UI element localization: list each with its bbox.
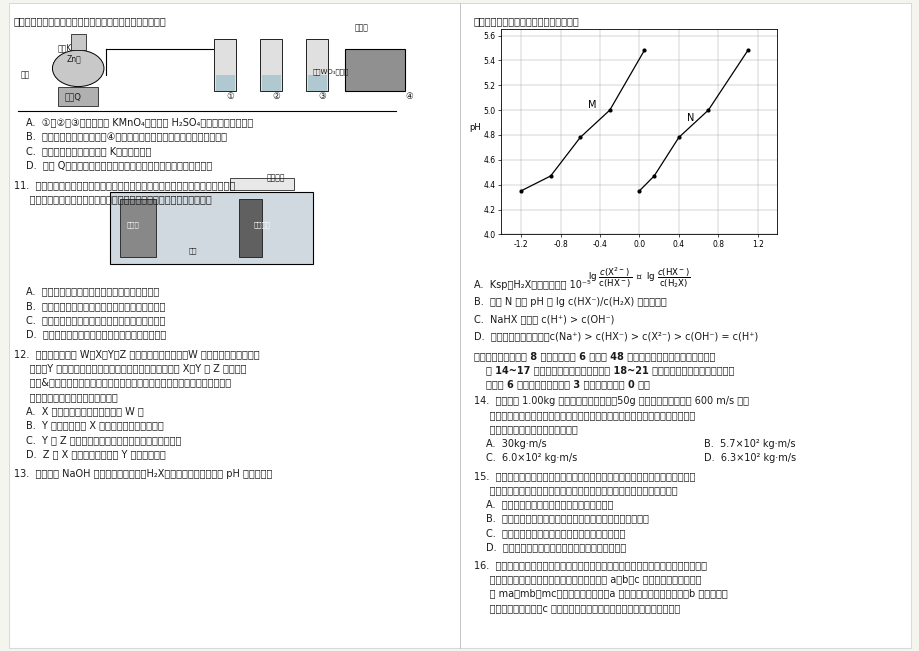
Text: 12.  短周期主族元素 W、X、Y、Z 的原子序数依次增大，W 的简单氢化物可用作制: 12. 短周期主族元素 W、X、Y、Z 的原子序数依次增大，W 的简单氢化物可用… — [14, 349, 259, 359]
Text: ③: ③ — [318, 92, 325, 101]
Bar — [239, 199, 262, 257]
Bar — [119, 199, 156, 257]
Circle shape — [52, 50, 104, 87]
Text: 钢管桩: 钢管桩 — [127, 221, 140, 228]
Text: D.  装置 Q（启普发生器）也可用于二氧化锰与浓盐酸反应制备氯气: D. 装置 Q（启普发生器）也可用于二氧化锰与浓盐酸反应制备氯气 — [26, 160, 211, 170]
Text: 第 14~17 题只有一项符合题目要求，第 18~21 题有多项符合题目要求。全部选: 第 14~17 题只有一项符合题目要求，第 18~21 题有多项符合题目要求。全… — [485, 365, 733, 375]
Text: 15.  发球机从同一高度向正前方依次水平射出两个速度不同的乒乓球（忽略空气的: 15. 发球机从同一高度向正前方依次水平射出两个速度不同的乒乓球（忽略空气的 — [473, 471, 695, 480]
Text: B.  Y 的简单离子与 X 的具有相同的电子层结构: B. Y 的简单离子与 X 的具有相同的电子层结构 — [26, 421, 164, 430]
Bar — [71, 34, 85, 50]
Text: 度从火箭喷口在很短时间内喷出。在燃气喷出后的瞬间，火箭的动量大小为（喷: 度从火箭喷口在很短时间内喷出。在燃气喷出后的瞬间，火箭的动量大小为（喷 — [473, 410, 694, 420]
Text: B.  速度较小的球在下降相同距离时在竖直方向上的速度较大: B. 速度较小的球在下降相同距离时在竖直方向上的速度较大 — [485, 514, 648, 523]
Text: N: N — [686, 113, 693, 122]
Text: A.  ①、②、③中依次盛装 KMnO₄溶液、浓 H₂SO₄、焦性没食子酸溶液: A. ①、②、③中依次盛装 KMnO₄溶液、浓 H₂SO₄、焦性没食子酸溶液 — [26, 117, 253, 127]
Text: 管式炉: 管式炉 — [354, 23, 368, 33]
Text: 学科&图形成的一种盐溶于水后，加入稀盐酸，有黄色沉淀析出，同时有刺激: 学科&图形成的一种盐溶于水后，加入稀盐酸，有黄色沉淀析出，同时有刺激 — [14, 378, 231, 387]
Text: C.  NaHX 溶液中 c(H⁺) > c(OH⁻): C. NaHX 溶液中 c(H⁺) > c(OH⁻) — [473, 314, 614, 324]
Text: C.  Y 与 Z 形成化合物的水溶液可使蓝色石蕊试纸变红: C. Y 与 Z 形成化合物的水溶液可使蓝色石蕊试纸变红 — [26, 435, 181, 445]
Bar — [308, 75, 326, 91]
Text: 焦性没食子酸溶液用于吸收少量氧气），下列说法正确的是: 焦性没食子酸溶液用于吸收少量氧气），下列说法正确的是 — [14, 16, 166, 26]
Bar — [216, 75, 234, 91]
Text: A.  X 的简单氢化物的热稳定性比 W 强: A. X 的简单氢化物的热稳定性比 W 强 — [26, 406, 143, 416]
Text: A.  Ksp（H₂X）的数量级为 10⁻⁵: A. Ksp（H₂X）的数量级为 10⁻⁵ — [473, 280, 590, 290]
Text: A.  通入保护电流使钢管桩表面腐蚀电流接近于零: A. 通入保护电流使钢管桩表面腐蚀电流接近于零 — [26, 286, 159, 296]
Text: 出过程中重力和空气阻力可忽略）: 出过程中重力和空气阻力可忽略） — [473, 424, 577, 434]
Bar — [214, 39, 236, 91]
Text: 理如图所示，其中高硅铸铁为惰性辅助阳极。下列有关表述不正确的是: 理如图所示，其中高硅铸铁为惰性辅助阳极。下列有关表述不正确的是 — [14, 194, 211, 204]
Text: 二、选择题：本题共 8 小题，每小题 6 分，共 48 分。在每小题给出的四个选项中，: 二、选择题：本题共 8 小题，每小题 6 分，共 48 分。在每小题给出的四个选… — [473, 351, 714, 361]
Text: C.  6.0×10² kg·m/s: C. 6.0×10² kg·m/s — [485, 453, 576, 463]
Bar — [345, 49, 404, 91]
Text: A.  速度较小的球下降相同距离所用的时间较多: A. 速度较小的球下降相同距离所用的时间较多 — [485, 499, 612, 509]
Text: 11.  支持海港码头基础的防腐技术，常用外加电流的阴极保护法进行防腐，工作原: 11. 支持海港码头基础的防腐技术，常用外加电流的阴极保护法进行防腐，工作原 — [14, 180, 234, 189]
Text: 海水: 海水 — [188, 247, 198, 254]
Text: D.  6.3×10² kg·m/s: D. 6.3×10² kg·m/s — [703, 453, 795, 463]
Text: 盛有WO₃的瓷舟: 盛有WO₃的瓷舟 — [312, 68, 348, 75]
Text: Zn粒: Zn粒 — [66, 54, 81, 63]
Text: D.  通入的保护电流应该根据环境条件变化进行调整: D. 通入的保护电流应该根据环境条件变化进行调整 — [26, 329, 165, 339]
Text: C.  高硅铸铁的作用是作为损耗阳极材料和传递电流: C. 高硅铸铁的作用是作为损耗阳极材料和传递电流 — [26, 315, 165, 325]
Text: 盐酸: 盐酸 — [20, 70, 29, 79]
Text: B.  曲线 N 表示 pH 与 lg c(HX⁻)/c(H₂X) 的变化关系: B. 曲线 N 表示 pH 与 lg c(HX⁻)/c(H₂X) 的变化关系 — [473, 297, 666, 307]
Text: 活塞K: 活塞K — [58, 43, 72, 52]
Text: D.  Z 与 X 属于同一主族，与 Y 属于同一周期: D. Z 与 X 属于同一主族，与 Y 属于同一周期 — [26, 449, 165, 459]
Bar — [230, 178, 294, 190]
Text: 14.  将质量为 1.00kg 的模型火箭点火升空，50g 燃烧的燃气以大小为 600 m/s 的速: 14. 将质量为 1.00kg 的模型火箭点火升空，50g 燃烧的燃气以大小为 … — [473, 396, 748, 406]
Text: ①: ① — [226, 92, 233, 101]
Text: ②: ② — [272, 92, 279, 101]
Bar — [260, 39, 282, 91]
Text: 对的得 6 分，选对但不全的得 3 分，有选错的得 0 分。: 对的得 6 分，选对但不全的得 3 分，有选错的得 0 分。 — [485, 380, 649, 389]
Text: 性气体产生。下列说法不正确的是: 性气体产生。下列说法不正确的是 — [14, 392, 118, 402]
Text: 高硅铸铁: 高硅铸铁 — [254, 221, 270, 228]
Bar — [306, 39, 328, 91]
Text: D.  当混合溶液呈中性时，c(Na⁺) > c(HX⁻) > c(X²⁻) > c(OH⁻) = c(H⁺): D. 当混合溶液呈中性时，c(Na⁺) > c(HX⁻) > c(X²⁻) > … — [473, 331, 757, 340]
Text: C.  结束反应时，先关闭活塞 K，再停止加热: C. 结束反应时，先关闭活塞 K，再停止加热 — [26, 146, 151, 156]
Text: lg $\dfrac{c(\rm X^{2-})}{c(\rm HX^-)}$  或  lg $\dfrac{c(\rm HX^-)}{c(\rm H_2X)}: lg $\dfrac{c(\rm X^{2-})}{c(\rm HX^-)}$ … — [587, 266, 690, 290]
Y-axis label: pH: pH — [469, 123, 481, 132]
FancyBboxPatch shape — [9, 3, 910, 648]
Text: 影响），速度较大的球越过球网，速度较小的球没有越过球网，其原因是: 影响），速度较大的球越过球网，速度较小的球没有越过球网，其原因是 — [473, 485, 676, 495]
Text: 13.  常温下将 NaOH 溶液添加到己二酸（H₂X）溶液中，混合溶液的 pH 与离子浓度: 13. 常温下将 NaOH 溶液添加到己二酸（H₂X）溶液中，混合溶液的 pH … — [14, 469, 272, 478]
Text: B.  管式炉加热前，用试管在④处收集气体并点燃，通过声音判断气体纯度: B. 管式炉加热前，用试管在④处收集气体并点燃，通过声音判断气体纯度 — [26, 132, 226, 141]
Text: D.  速度较大的球在相同时间间隔内下降的距离较大: D. 速度较大的球在相同时间间隔内下降的距离较大 — [485, 542, 625, 552]
Text: ④: ④ — [405, 92, 413, 101]
Text: A.  30kg·m/s: A. 30kg·m/s — [485, 439, 546, 449]
Text: 装置Q: 装置Q — [65, 92, 82, 101]
Text: M: M — [587, 100, 596, 110]
Bar — [110, 192, 312, 264]
Text: 变化的关系如图所示。下列叙述错误的是: 变化的关系如图所示。下列叙述错误的是 — [473, 16, 579, 26]
FancyBboxPatch shape — [58, 87, 98, 106]
Text: 磁场方向垂直于纸面向里，三个带正电的微粒 a、b、c 电荷量相等，质量分别: 磁场方向垂直于纸面向里，三个带正电的微粒 a、b、c 电荷量相等，质量分别 — [473, 574, 700, 584]
Text: 冷剂，Y 的原子半径是所有短周期主族元素中最大的。由 X、Y 和 Z 三种元素: 冷剂，Y 的原子半径是所有短周期主族元素中最大的。由 X、Y 和 Z 三种元素 — [14, 363, 246, 373]
Text: C.  速度较大的球通过同一水平距离所用的时间较少: C. 速度较大的球通过同一水平距离所用的时间较少 — [485, 528, 624, 538]
Text: 为 ma、mb、mc，已知在该区域内，a 在纸面内做匀速圆周运动，b 在纸面内向: 为 ma、mb、mc，已知在该区域内，a 在纸面内做匀速圆周运动，b 在纸面内向 — [473, 589, 727, 598]
Text: 直流电源: 直流电源 — [267, 173, 285, 182]
Text: 16.  如图，空间某区域存在匀强电场和匀强磁场，电场方向竖直向上（与纸面平行），: 16. 如图，空间某区域存在匀强电场和匀强磁场，电场方向竖直向上（与纸面平行）， — [473, 560, 706, 570]
Text: 右做匀速直线运动，c 在纸面内向左做匀速直线运动。下列选项正确的是: 右做匀速直线运动，c 在纸面内向左做匀速直线运动。下列选项正确的是 — [473, 603, 679, 613]
Text: B.  5.7×10² kg·m/s: B. 5.7×10² kg·m/s — [703, 439, 794, 449]
Text: B.  通电后外电路电子被强制从高硅铸铁流向钢管桩: B. 通电后外电路电子被强制从高硅铸铁流向钢管桩 — [26, 301, 165, 311]
Bar — [262, 75, 280, 91]
